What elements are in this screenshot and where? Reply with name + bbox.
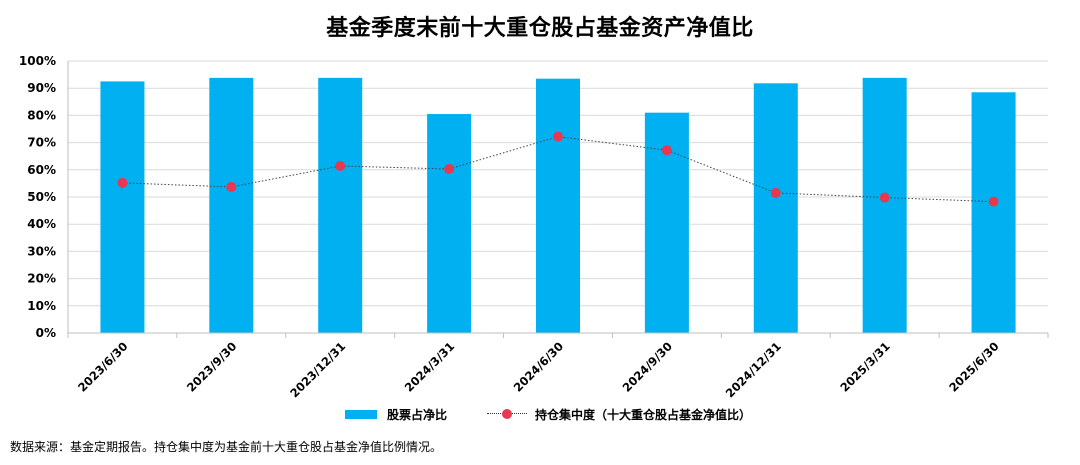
x-tick-label: 2024/3/31: [402, 339, 457, 394]
legend-label-concentration: 持仓集中度（十大重仓股占基金净值比）: [535, 407, 752, 422]
bar-series: [100, 77, 1016, 334]
line-point: [553, 131, 563, 142]
bar: [318, 77, 363, 333]
bar: [971, 92, 1016, 333]
bar: [753, 83, 798, 333]
y-tick-label: 50%: [27, 190, 56, 204]
y-tick-label: 70%: [27, 136, 56, 150]
line-point: [444, 163, 455, 174]
line-point: [770, 187, 781, 198]
line-point: [335, 160, 346, 171]
x-tick-label: 2023/6/30: [75, 339, 130, 394]
legend-item-stock-ratio: 股票占净比: [345, 406, 447, 423]
y-tick-label: 10%: [27, 299, 56, 313]
y-tick-label: 90%: [27, 81, 56, 95]
y-tick-label: 100%: [19, 54, 56, 68]
legend: 股票占净比 持仓集中度（十大重仓股占基金净值比）: [345, 404, 791, 424]
line-series: [117, 131, 999, 207]
line-point: [661, 145, 672, 156]
y-axis-tick-labels: 0% 10% 20% 30% 40% 50% 60% 70% 80% 90% 100%: [19, 54, 56, 340]
y-tick-label: 20%: [27, 272, 56, 286]
x-tick-label: 2023/9/30: [184, 339, 239, 394]
source-note: 数据来源：基金定期报告。持仓集中度为基金前十大重仓股占基金净值比例情况。: [10, 440, 443, 454]
chart-title: 基金季度末前十大重仓股占基金资产净值比: [326, 16, 754, 41]
x-tick-label: 2024/12/31: [723, 339, 784, 400]
y-tick-label: 60%: [27, 163, 56, 177]
legend-line-swatch: [487, 409, 528, 419]
bar: [536, 78, 580, 334]
y-tick-label: 0%: [36, 326, 56, 340]
y-tick-label: 30%: [27, 244, 56, 258]
legend-bar-swatch: [345, 409, 377, 419]
x-tick-label: 2024/6/30: [511, 339, 566, 394]
line-point: [988, 196, 999, 207]
bar: [862, 77, 907, 333]
legend-item-concentration: 持仓集中度（十大重仓股占基金净值比）: [487, 406, 751, 423]
line-point: [117, 177, 128, 188]
bar: [427, 114, 472, 333]
line-point: [226, 181, 237, 192]
bar: [209, 77, 254, 333]
y-tick-label: 40%: [27, 217, 56, 231]
x-tick-label: 2025/6/30: [946, 339, 1001, 394]
x-tick-label: 2024/9/30: [620, 339, 675, 394]
chart-plot: 0% 10% 20% 30% 40% 50% 60% 70% 80% 90% 100% 2023/6…: [19, 54, 1049, 400]
x-tick-label: 2023/12/31: [287, 339, 348, 400]
line-point: [879, 192, 890, 203]
y-tick-label: 80%: [27, 108, 56, 122]
x-tick-label: 2025/3/31: [837, 339, 892, 394]
bar: [100, 81, 145, 334]
x-axis-tick-labels: 2023/6/30 2023/9/30 2023/12/31 2024/3/31 202…: [75, 339, 1002, 400]
legend-label-stock-ratio: 股票占净比: [387, 407, 448, 422]
axes: [67, 61, 1049, 338]
